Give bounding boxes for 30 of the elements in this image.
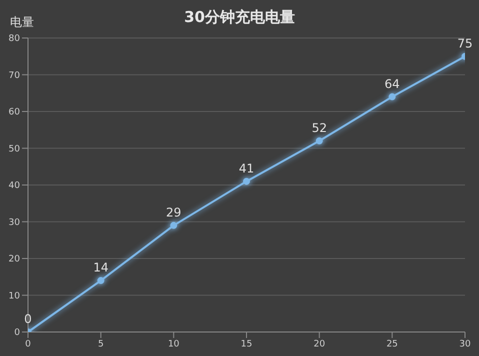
point <box>316 137 323 144</box>
point <box>388 93 396 100</box>
data-label: 52 <box>312 120 327 135</box>
data-label: 64 <box>384 76 400 91</box>
y-axis-title: 电量 <box>10 14 34 31</box>
y-tick-label: 40 <box>8 181 20 192</box>
data-label: 14 <box>93 260 108 275</box>
y-tick-label: 50 <box>8 144 20 154</box>
data-label: 0 <box>24 312 32 326</box>
data-label: 29 <box>166 205 182 220</box>
point <box>243 178 250 185</box>
y-tick-label: 0 <box>14 328 20 338</box>
x-tick-label: 30 <box>459 339 471 350</box>
x-tick-label: 25 <box>386 339 398 350</box>
x-tick-label: 0 <box>25 339 32 350</box>
data-label: 75 <box>457 36 473 50</box>
chart-title: 30分钟充电电量 <box>184 8 295 26</box>
y-tick-label: 80 <box>8 34 20 44</box>
x-tick-label: 15 <box>240 339 252 350</box>
x-tick-label: 5 <box>98 339 104 350</box>
point <box>97 277 104 284</box>
point <box>170 222 178 229</box>
y-tick-label: 20 <box>8 254 20 265</box>
data-label: 41 <box>238 161 254 176</box>
y-tick-label: 70 <box>8 70 20 81</box>
y-tick-label: 10 <box>8 291 20 302</box>
x-tick-label: 20 <box>314 339 326 350</box>
y-tick-label: 60 <box>8 108 20 118</box>
y-tick-label: 30 <box>8 218 20 228</box>
x-tick-label: 10 <box>168 339 180 350</box>
